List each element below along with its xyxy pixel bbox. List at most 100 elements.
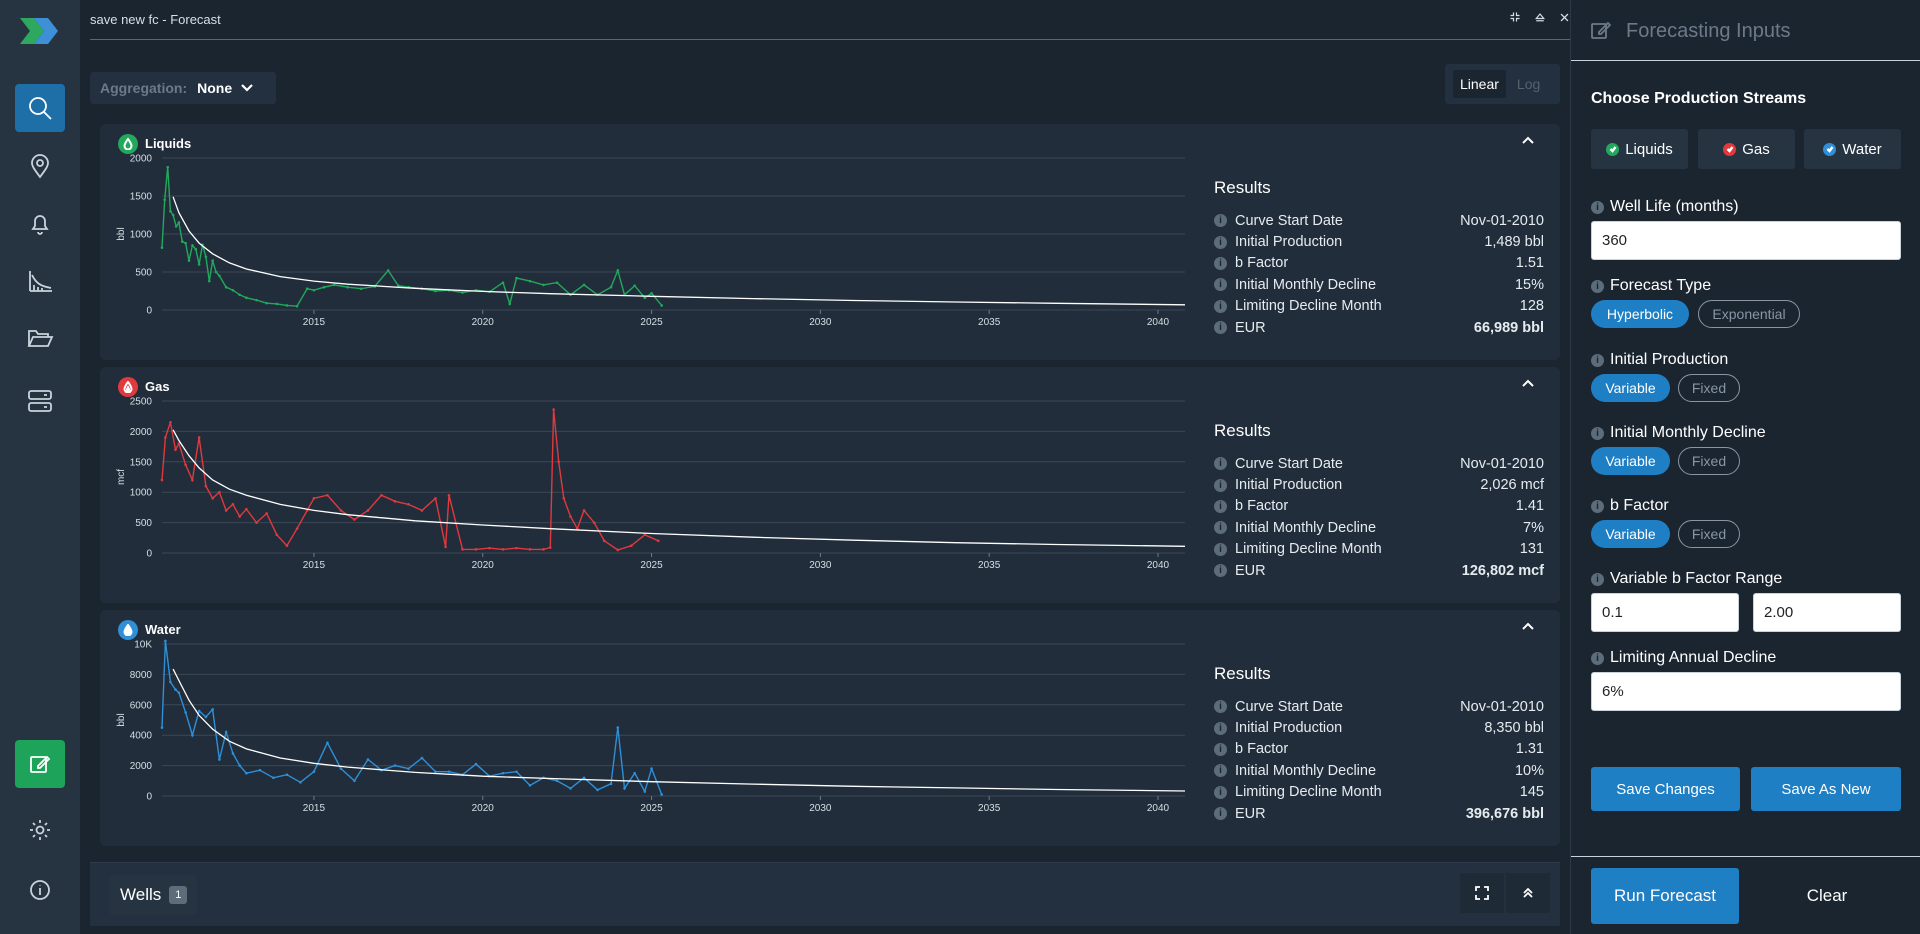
expand-drawer-button[interactable]	[1506, 873, 1550, 913]
data-point	[528, 784, 532, 787]
save-as-new-button[interactable]: Save As New	[1751, 767, 1901, 811]
double-chevron-up-icon	[1523, 887, 1533, 898]
scale-linear-button[interactable]: Linear	[1453, 70, 1506, 98]
info-icon[interactable]: i	[1214, 256, 1227, 270]
data-point	[562, 496, 566, 500]
info-icon[interactable]: i	[1214, 807, 1227, 821]
stream-gas-button[interactable]: Gas	[1698, 129, 1795, 169]
info-icon[interactable]: i	[1591, 651, 1604, 665]
about-nav-button[interactable]	[15, 866, 65, 914]
collapse-panel-button[interactable]	[1520, 618, 1540, 638]
info-icon[interactable]: i	[1214, 542, 1227, 556]
field-label: Forecast Type	[1610, 277, 1712, 294]
info-icon[interactable]: i	[1214, 214, 1227, 228]
popout-window-button[interactable]	[1532, 11, 1548, 27]
field-label: Initial Monthly Decline	[1610, 424, 1766, 441]
aggregation-dropdown[interactable]: Aggregation: None	[90, 72, 276, 104]
info-icon[interactable]: i	[1214, 321, 1227, 335]
data-point	[305, 287, 309, 291]
stream-label: Gas	[1742, 140, 1770, 158]
info-icon[interactable]: i	[1214, 235, 1227, 249]
y-tick-label: 4000	[130, 731, 153, 742]
result-row: i Initial Monthly Decline 15%	[1214, 274, 1544, 295]
data-point	[197, 436, 201, 439]
initial-decline-variable[interactable]: Variable	[1591, 447, 1670, 475]
b-factor-variable[interactable]: Variable	[1591, 520, 1670, 548]
forecast-type-hyperbolic[interactable]: Hyperbolic	[1591, 300, 1689, 328]
choose-streams-label: Choose Production Streams	[1591, 90, 1807, 107]
result-label: EUR	[1235, 805, 1266, 822]
info-icon[interactable]: i	[1214, 564, 1227, 578]
close-window-button[interactable]	[1556, 11, 1572, 27]
wells-tab[interactable]: Wells 1	[110, 875, 198, 915]
data-point	[660, 793, 663, 796]
result-value: 10%	[1514, 762, 1544, 779]
fullscreen-button[interactable]	[1460, 873, 1504, 913]
collapse-panel-button[interactable]	[1520, 375, 1540, 395]
info-icon[interactable]: i	[1214, 785, 1227, 799]
y-tick-label: 1500	[130, 192, 153, 203]
info-icon[interactable]: i	[1591, 200, 1604, 214]
data-point	[616, 548, 620, 552]
data-point	[211, 708, 214, 711]
clear-button[interactable]: Clear	[1806, 886, 1848, 905]
info-icon[interactable]: i	[1214, 278, 1227, 292]
data-point	[174, 688, 177, 691]
data-point	[332, 283, 336, 287]
well-life-input[interactable]	[1591, 221, 1901, 260]
info-icon[interactable]: i	[1591, 572, 1604, 586]
initial-production-fixed[interactable]: Fixed	[1678, 374, 1740, 402]
compress-window-button[interactable]	[1507, 11, 1523, 27]
projects-nav-button[interactable]	[15, 314, 65, 362]
search-nav-button[interactable]	[15, 84, 65, 132]
result-row: i Limiting Decline Month 128	[1214, 296, 1544, 317]
alerts-nav-button[interactable]	[15, 199, 65, 247]
initial-decline-fixed[interactable]: Fixed	[1678, 447, 1740, 475]
limiting-decline-input[interactable]	[1591, 672, 1901, 711]
data-point	[616, 269, 620, 272]
data-point	[582, 509, 586, 512]
info-icon[interactable]: i	[1214, 764, 1227, 778]
data-point	[447, 770, 451, 773]
x-tick-label: 2025	[640, 317, 663, 328]
b-range-min-input[interactable]	[1591, 593, 1739, 632]
data-point	[474, 548, 478, 551]
data-point	[555, 281, 559, 284]
b-factor-fixed[interactable]: Fixed	[1678, 520, 1740, 548]
y-tick-label: 0	[146, 549, 152, 560]
info-icon[interactable]: i	[1591, 353, 1604, 367]
info-icon[interactable]: i	[1591, 499, 1604, 513]
stream-water-button[interactable]: Water	[1804, 129, 1901, 169]
result-label: Limiting Decline Month	[1235, 298, 1382, 315]
info-icon[interactable]: i	[1214, 721, 1227, 735]
info-icon[interactable]: i	[1214, 299, 1227, 313]
stream-liquids-button[interactable]: Liquids	[1591, 129, 1688, 169]
forecast-edit-nav-button[interactable]	[15, 740, 65, 788]
info-icon[interactable]: i	[1591, 426, 1604, 440]
info-icon[interactable]: i	[1214, 499, 1227, 513]
info-icon	[30, 880, 50, 900]
settings-nav-button[interactable]	[15, 806, 65, 854]
save-changes-button[interactable]: Save Changes	[1591, 767, 1740, 811]
info-icon[interactable]: i	[1214, 457, 1227, 471]
data-nav-button[interactable]	[15, 377, 65, 425]
initial-production-variable[interactable]: Variable	[1591, 374, 1670, 402]
info-icon[interactable]: i	[1214, 478, 1227, 492]
info-icon[interactable]: i	[1214, 521, 1227, 535]
result-label: b Factor	[1235, 498, 1289, 515]
aggregation-value: None	[197, 80, 233, 96]
info-icon[interactable]: i	[1591, 279, 1604, 293]
collapse-panel-button[interactable]	[1520, 132, 1540, 152]
run-forecast-button[interactable]: Run Forecast	[1591, 868, 1739, 924]
data-point	[366, 758, 370, 761]
scale-log-button[interactable]: Log	[1516, 76, 1541, 92]
y-tick-label: 500	[135, 268, 152, 279]
info-icon[interactable]: i	[1214, 700, 1227, 714]
b-range-max-input[interactable]	[1753, 593, 1901, 632]
forecast-type-exponential[interactable]: Exponential	[1698, 300, 1800, 328]
result-row-eur: i EUR 396,676 bbl	[1214, 803, 1544, 824]
result-value: 396,676 bbl	[1465, 805, 1544, 822]
info-icon[interactable]: i	[1214, 742, 1227, 756]
forecast-chart-nav-button[interactable]	[15, 257, 65, 305]
map-nav-button[interactable]	[15, 142, 65, 190]
